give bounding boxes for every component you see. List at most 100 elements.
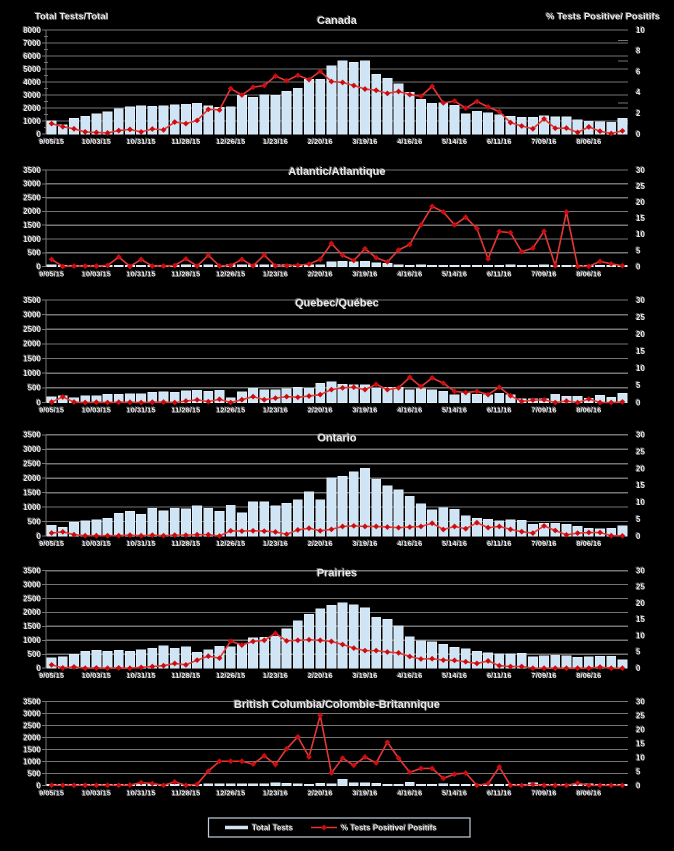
svg-text:15: 15 — [636, 615, 645, 624]
svg-text:1000: 1000 — [22, 502, 40, 511]
svg-text:1/23/16: 1/23/16 — [263, 789, 288, 798]
svg-text:2000: 2000 — [22, 339, 40, 348]
svg-text:12/26/15: 12/26/15 — [215, 136, 244, 145]
svg-text:2000: 2000 — [23, 340, 41, 349]
svg-text:2000: 2000 — [22, 206, 40, 215]
svg-text:3500: 3500 — [23, 566, 41, 575]
svg-text:25: 25 — [635, 710, 644, 719]
svg-text:2500: 2500 — [23, 721, 41, 730]
svg-text:3/19/16: 3/19/16 — [351, 538, 376, 547]
svg-text:0: 0 — [36, 261, 41, 270]
svg-text:7/09/16: 7/09/16 — [531, 269, 556, 278]
svg-text:8/06/16: 8/06/16 — [576, 539, 601, 548]
svg-text:10: 10 — [635, 630, 644, 639]
svg-text:30: 30 — [635, 696, 644, 705]
svg-text:1000: 1000 — [23, 757, 41, 766]
svg-text:500: 500 — [27, 383, 41, 392]
svg-text:15: 15 — [636, 481, 645, 490]
svg-text:4/16/16: 4/16/16 — [396, 405, 421, 414]
svg-text:0: 0 — [37, 262, 42, 271]
svg-text:2000: 2000 — [22, 732, 40, 741]
svg-text:10/31/15: 10/31/15 — [127, 406, 156, 415]
svg-text:5: 5 — [636, 246, 641, 255]
svg-text:3500: 3500 — [22, 696, 40, 705]
svg-text:20: 20 — [635, 197, 644, 206]
svg-text:30: 30 — [636, 697, 645, 706]
svg-text:9/05/15: 9/05/15 — [39, 137, 64, 146]
svg-text:1/23/16: 1/23/16 — [262, 269, 287, 278]
svg-text:5/14/16: 5/14/16 — [442, 137, 467, 146]
svg-text:11/28/15: 11/28/15 — [171, 788, 200, 797]
svg-text:25: 25 — [636, 583, 645, 592]
svg-text:1/23/16: 1/23/16 — [262, 538, 287, 547]
svg-text:7/09/16: 7/09/16 — [532, 406, 557, 415]
svg-text:3500: 3500 — [23, 431, 41, 440]
svg-text:5: 5 — [635, 245, 640, 254]
svg-text:5: 5 — [636, 648, 641, 657]
svg-text:6: 6 — [635, 66, 640, 75]
svg-text:4/16/16: 4/16/16 — [396, 538, 421, 547]
svg-text:2: 2 — [636, 109, 641, 118]
svg-text:10: 10 — [636, 631, 645, 640]
svg-text:1/23/16: 1/23/16 — [263, 671, 288, 680]
svg-text:9/05/15: 9/05/15 — [39, 270, 64, 279]
svg-text:5: 5 — [635, 647, 640, 656]
svg-text:2: 2 — [635, 108, 640, 117]
svg-text:11/28/15: 11/28/15 — [172, 671, 201, 680]
svg-text:6000: 6000 — [23, 52, 41, 61]
svg-text:1/23/16: 1/23/16 — [262, 788, 287, 797]
svg-text:0: 0 — [636, 262, 641, 271]
svg-text:3500: 3500 — [22, 430, 40, 439]
svg-text:10: 10 — [635, 25, 644, 34]
svg-text:Prairies: Prairies — [317, 568, 357, 580]
svg-text:2500: 2500 — [22, 720, 40, 729]
svg-text:10/03/15: 10/03/15 — [82, 270, 111, 279]
svg-text:2500: 2500 — [22, 459, 40, 468]
svg-text:2500: 2500 — [23, 594, 41, 603]
svg-text:20: 20 — [635, 463, 644, 472]
svg-text:25: 25 — [635, 446, 644, 455]
svg-text:3/19/16: 3/19/16 — [352, 137, 377, 146]
svg-text:2000: 2000 — [22, 103, 40, 112]
svg-text:1500: 1500 — [22, 487, 40, 496]
svg-text:2/20/16: 2/20/16 — [308, 789, 333, 798]
svg-text:15: 15 — [636, 347, 645, 356]
svg-text:6/11/16: 6/11/16 — [486, 405, 511, 414]
svg-text:8000: 8000 — [22, 25, 40, 34]
svg-text:4/16/16: 4/16/16 — [397, 671, 422, 680]
svg-text:7/09/16: 7/09/16 — [532, 270, 557, 279]
svg-text:5/14/16: 5/14/16 — [441, 405, 466, 414]
svg-text:8/06/16: 8/06/16 — [575, 670, 600, 679]
svg-text:6/11/16: 6/11/16 — [487, 789, 512, 798]
svg-text:0: 0 — [636, 398, 641, 407]
svg-text:3/19/16: 3/19/16 — [352, 671, 377, 680]
svg-text:5000: 5000 — [22, 64, 40, 73]
svg-text:8/06/16: 8/06/16 — [575, 405, 600, 414]
svg-text:25: 25 — [636, 447, 645, 456]
svg-text:2/20/16: 2/20/16 — [308, 406, 333, 415]
svg-text:10: 10 — [635, 363, 644, 372]
svg-text:4000: 4000 — [22, 77, 40, 86]
svg-text:11/28/15: 11/28/15 — [172, 539, 201, 548]
svg-text:4/16/16: 4/16/16 — [396, 788, 421, 797]
svg-text:10/31/15: 10/31/15 — [126, 405, 155, 414]
svg-text:4000: 4000 — [23, 78, 41, 87]
svg-text:12/26/15: 12/26/15 — [216, 671, 245, 680]
svg-text:2000: 2000 — [23, 207, 41, 216]
svg-text:1/23/16: 1/23/16 — [263, 406, 288, 415]
svg-text:Atlantic/Atlantique: Atlantic/Atlantique — [288, 166, 385, 178]
svg-text:0: 0 — [37, 781, 42, 790]
svg-text:20: 20 — [635, 598, 644, 607]
svg-text:0: 0 — [37, 130, 42, 139]
svg-text:3000: 3000 — [22, 90, 40, 99]
svg-text:12/26/15: 12/26/15 — [215, 405, 244, 414]
svg-text:25: 25 — [635, 312, 644, 321]
svg-text:9/05/15: 9/05/15 — [39, 789, 64, 798]
svg-text:5: 5 — [636, 381, 641, 390]
svg-text:2/20/16: 2/20/16 — [307, 269, 332, 278]
svg-text:9/05/15: 9/05/15 — [39, 406, 64, 415]
svg-text:6/11/16: 6/11/16 — [486, 538, 511, 547]
svg-text:Ontario: Ontario — [317, 433, 356, 445]
svg-text:20: 20 — [636, 330, 645, 339]
svg-text:Total Tests: Total Tests — [252, 824, 294, 833]
